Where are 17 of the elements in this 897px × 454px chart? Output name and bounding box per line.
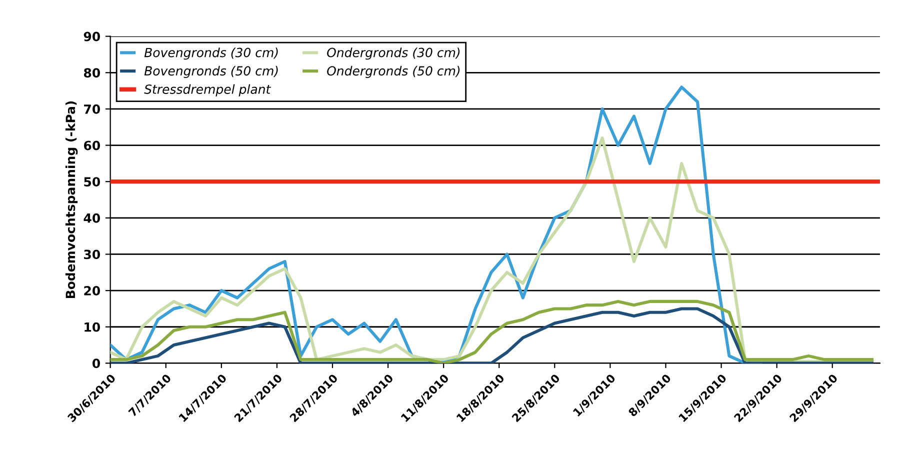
y-tick-label: 10 [84, 322, 100, 332]
y-tick-label: 70 [84, 104, 100, 114]
legend-label: Stressdrempel plant [144, 84, 272, 96]
y-tick-label: 90 [84, 32, 100, 42]
legend-label: Ondergronds (50 cm) [327, 66, 460, 78]
legend-label: Ondergronds (30 cm) [327, 48, 460, 60]
y-tick-label: 50 [84, 177, 100, 187]
legend-label: Bovengronds (50 cm) [144, 66, 278, 78]
line-series [110, 136, 874, 363]
y-tick-label: 30 [84, 250, 100, 260]
y-tick-label: 40 [84, 213, 100, 223]
y-tick-label: 80 [84, 68, 100, 78]
y-tick-label: 60 [84, 140, 100, 150]
legend-label: Bovengronds (30 cm) [144, 48, 278, 60]
y-tick-label: 0 [92, 358, 100, 368]
y-tick-label: 20 [84, 286, 100, 296]
y-axis-title: Bodemvochtspanning (-kPa) [65, 101, 78, 298]
